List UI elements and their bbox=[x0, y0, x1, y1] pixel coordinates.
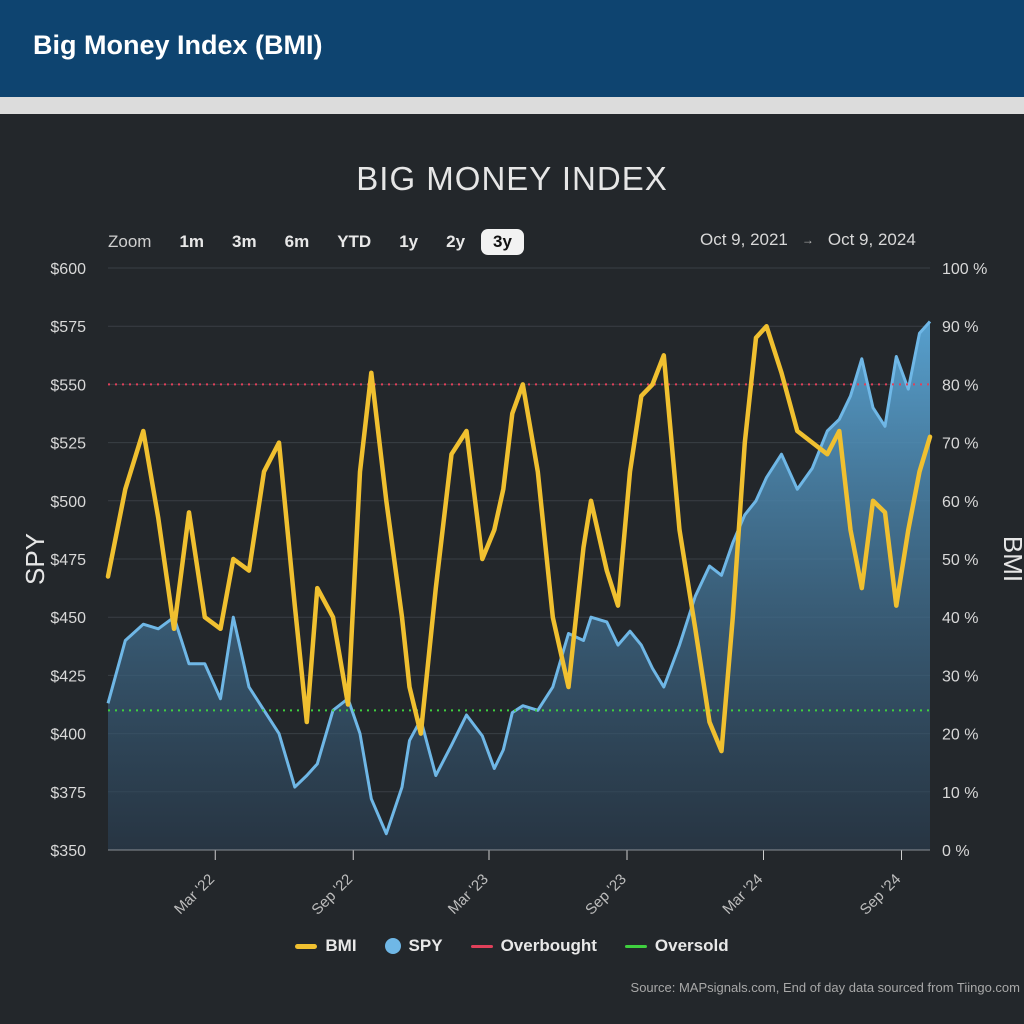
y-right-tick-label: 80 % bbox=[942, 377, 978, 394]
y-right-tick-label: 70 % bbox=[942, 436, 978, 453]
y-left-tick-label: $550 bbox=[50, 377, 86, 394]
y-right-tick-label: 40 % bbox=[942, 610, 978, 627]
zoom-button-1m[interactable]: 1m bbox=[179, 232, 205, 251]
separator-bar bbox=[0, 97, 1024, 114]
legend-label: Oversold bbox=[654, 936, 729, 955]
y-left-tick-label: $600 bbox=[50, 261, 86, 278]
x-tick-label: Mar '24 bbox=[719, 871, 766, 918]
legend-item-spy[interactable]: SPY bbox=[384, 936, 443, 956]
bmi-series-line bbox=[105, 323, 933, 754]
spy-series-line bbox=[106, 320, 932, 836]
y-right-tick-label: 60 % bbox=[942, 494, 978, 511]
legend-dot-icon bbox=[384, 938, 401, 954]
zoom-button-ytd[interactable]: YTD bbox=[337, 232, 372, 251]
legend: BMI SPY Overbought Oversold bbox=[0, 936, 1024, 956]
y-right-tick-label: 90 % bbox=[942, 319, 978, 336]
arrow-right-icon: → bbox=[801, 233, 814, 247]
y-right-tick-label: 100 % bbox=[942, 261, 987, 278]
y-left-tick-label: $475 bbox=[50, 552, 86, 569]
y-right-tick-label: 10 % bbox=[942, 785, 978, 802]
legend-label: Overbought bbox=[500, 936, 597, 955]
y-left-tick-label: $350 bbox=[50, 843, 86, 860]
y-left-axis-label: SPY bbox=[20, 533, 50, 585]
zoom-button-2y[interactable]: 2y bbox=[446, 232, 466, 251]
y-right-tick-label: 30 % bbox=[942, 668, 978, 685]
legend-label: BMI bbox=[325, 936, 357, 955]
zoom-button-1y[interactable]: 1y bbox=[399, 232, 419, 251]
zoom-button-6m[interactable]: 6m bbox=[284, 232, 310, 251]
y-right-tick-label: 0 % bbox=[942, 843, 970, 860]
chart-title: BIG MONEY INDEX bbox=[356, 160, 668, 197]
x-tick-label: Sep '23 bbox=[582, 871, 630, 919]
source-note: Source: MAPsignals.com, End of day data … bbox=[630, 980, 1020, 995]
legend-item-bmi[interactable]: BMI bbox=[295, 936, 357, 956]
x-tick-label: Sep '22 bbox=[308, 871, 356, 919]
range-from-date[interactable]: Oct 9, 2021 bbox=[700, 230, 788, 249]
range-to-date[interactable]: Oct 9, 2024 bbox=[827, 230, 916, 249]
legend-item-overbought[interactable]: Overbought bbox=[470, 936, 597, 956]
y-left-tick-label: $400 bbox=[50, 727, 86, 744]
page-title: Big Money Index (BMI) bbox=[33, 30, 323, 60]
header-bar: Big Money Index (BMI) bbox=[0, 0, 1024, 97]
zoom-selector: Zoom 1m 3m 6m YTD 1y 2y 3y bbox=[108, 228, 528, 256]
legend-item-oversold[interactable]: Oversold bbox=[624, 936, 729, 956]
zoom-label: Zoom bbox=[108, 232, 152, 251]
y-left-tick-label: $450 bbox=[50, 610, 86, 627]
zoom-button-3y[interactable]: 3y bbox=[481, 229, 524, 255]
zoom-button-3m[interactable]: 3m bbox=[232, 232, 257, 251]
date-range: Oct 9, 2021 → Oct 9, 2024 bbox=[700, 230, 916, 250]
x-tick-label: Sep '24 bbox=[857, 871, 905, 919]
y-right-tick-label: 20 % bbox=[942, 727, 978, 744]
x-tick-label: Mar '23 bbox=[445, 871, 492, 918]
x-tick-label: Mar '22 bbox=[171, 871, 218, 918]
y-left-tick-label: $575 bbox=[50, 319, 86, 336]
y-left-tick-label: $425 bbox=[50, 668, 86, 685]
y-left-tick-label: $500 bbox=[50, 494, 86, 511]
legend-line-icon bbox=[295, 943, 318, 949]
y-right-axis-label: BMI bbox=[998, 536, 1024, 582]
legend-line-icon bbox=[624, 944, 647, 948]
legend-line-icon bbox=[470, 944, 493, 948]
y-right-tick-label: 50 % bbox=[942, 552, 978, 569]
legend-label: SPY bbox=[408, 936, 443, 955]
y-left-tick-label: $525 bbox=[50, 436, 86, 453]
y-left-tick-label: $375 bbox=[50, 785, 86, 802]
